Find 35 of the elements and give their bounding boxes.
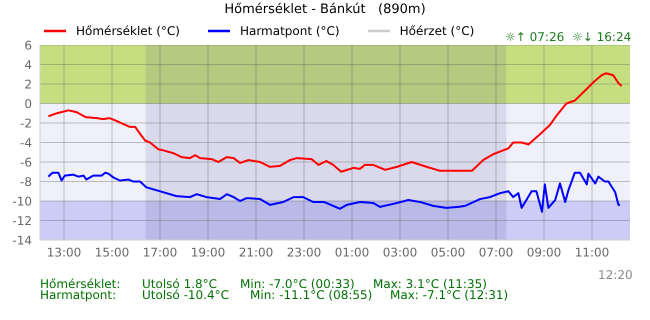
text: Min: -7.0°C (00:33) — [240, 277, 355, 291]
x-tick-label: 23:00 — [286, 246, 322, 260]
text: 12:20 — [598, 268, 633, 282]
y-tick-label: 6 — [24, 38, 32, 52]
y-tick-label: 2 — [24, 77, 32, 92]
y-tick-label: -12 — [12, 214, 32, 228]
y-tick-label: -14 — [12, 233, 32, 248]
y-tick-label: -10 — [12, 194, 32, 208]
text: ☼↑ 07:26 — [505, 30, 564, 44]
y-tick-label: 0 — [24, 96, 32, 111]
x-tick-label: 09:00 — [526, 246, 562, 260]
x-tick-label: 05:00 — [430, 246, 466, 260]
y-tick-label: -6 — [20, 155, 32, 170]
x-tick-label: 15:00 — [94, 246, 130, 260]
text: ☼↓ 16:24 — [572, 30, 632, 44]
y-tick-label: 4 — [24, 58, 32, 72]
y-tick-label: -8 — [20, 174, 32, 189]
y-tick-label: -2 — [20, 116, 32, 130]
x-tick-label: 13:00 — [46, 246, 82, 260]
y-tick-label: -4 — [20, 136, 32, 150]
chart-title: Hőmérséklet - Bánkút (890m) — [223, 2, 427, 17]
text: Max: 3.1°C (11:35) — [373, 277, 487, 291]
x-tick-label: 01:00 — [334, 246, 370, 260]
x-tick-label: 17:00 — [142, 246, 178, 260]
text: Harmatpont: — [40, 288, 116, 302]
x-tick-label: 07:00 — [478, 246, 514, 260]
x-tick-label: 21:00 — [238, 246, 274, 260]
x-tick-label: 11:00 — [574, 246, 610, 260]
text: Utolsó -10.4°C — [142, 288, 229, 302]
legend-label: Hőmérséklet (°C) — [76, 24, 180, 38]
legend-label: Harmatpont (°C) — [240, 24, 340, 38]
text: Hőmérséklet: — [40, 277, 120, 291]
x-tick-label: 19:00 — [190, 246, 226, 260]
x-tick-label: 03:00 — [382, 246, 418, 260]
legend-label: Hőérzet (°C) — [400, 24, 474, 38]
